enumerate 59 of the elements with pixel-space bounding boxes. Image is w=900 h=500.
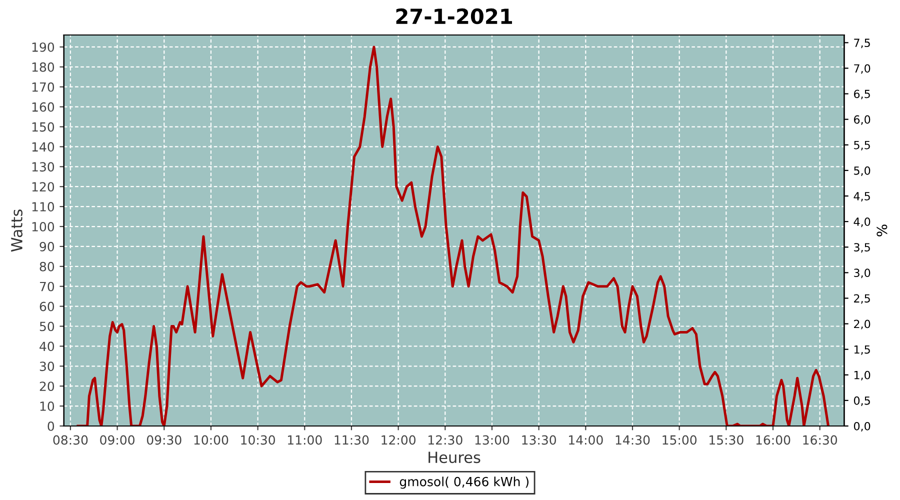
- y-tick-label: 140: [32, 142, 54, 152]
- x-tick-label: 09:00: [100, 435, 134, 445]
- y-tick-label: 30: [40, 362, 54, 372]
- y-tick-label: 110: [32, 202, 54, 212]
- x-tick-label: 08:30: [53, 435, 88, 445]
- y-tick-label: 130: [32, 162, 54, 172]
- y-tick-label: 160: [32, 102, 54, 112]
- y2-tick-label: 0,5: [854, 396, 870, 406]
- x-tick-label: 13:00: [475, 435, 510, 445]
- y2-tick-label: 6,5: [854, 90, 870, 100]
- y2-tick-label: 6,0: [854, 115, 870, 125]
- y-tick-label: 50: [40, 322, 54, 332]
- y-tick-label: 20: [40, 382, 54, 392]
- x-tick-label: 11:30: [334, 435, 369, 445]
- x-tick-label: 10:00: [194, 435, 228, 445]
- x-tick-label: 11:00: [288, 435, 322, 445]
- y-tick-label: 10: [40, 402, 54, 411]
- x-tick-label: 09:30: [146, 435, 182, 445]
- y-tick-label: 70: [40, 282, 54, 292]
- x-tick-label: 16:00: [756, 435, 790, 445]
- x-tick-label: 13:30: [522, 435, 556, 445]
- y2-tick-label: 2,5: [854, 294, 870, 304]
- y2-tick-label: 3,5: [854, 243, 870, 253]
- y-tick-label: 190: [32, 42, 54, 52]
- chart-title: 27-1-2021: [396, 8, 512, 24]
- y2-tick-label: 1,0: [854, 370, 870, 380]
- line-series: [76, 46, 830, 426]
- y2-tick-label: 4,0: [854, 218, 870, 228]
- y2-tick-label: 0,0: [854, 422, 870, 432]
- y-tick-label: 60: [40, 302, 54, 312]
- x-tick-label: 14:00: [569, 435, 603, 445]
- y2-tick-label: 2,0: [854, 320, 870, 330]
- x-tick-label: 10:30: [241, 435, 275, 445]
- x-axis-title: Heures: [428, 452, 480, 464]
- y-tick-label: 120: [32, 182, 54, 192]
- y2-tick-label: 7,5: [854, 38, 870, 48]
- y2-tick-label: 3,0: [854, 268, 870, 278]
- y-tick-label: 100: [32, 222, 54, 232]
- y2-tick-label: 7,0: [854, 64, 870, 74]
- x-tick-label: 14:30: [616, 435, 650, 445]
- x-tick-label: 15:30: [710, 435, 744, 445]
- y-tick-label: 80: [40, 262, 54, 272]
- x-tick-label: 12:30: [428, 435, 462, 445]
- x-tick-label: 15:00: [662, 435, 697, 445]
- y-tick-label: 170: [32, 82, 54, 92]
- y-axis-title: Watts: [11, 210, 22, 252]
- y2-tick-label: 5,5: [854, 141, 870, 150]
- y2-tick-label: 5,0: [854, 166, 870, 176]
- y2-axis-title: %: [876, 224, 888, 236]
- y2-tick-label: 4,5: [854, 192, 870, 202]
- x-tick-label: 12:00: [382, 435, 416, 445]
- y-tick-label: 150: [32, 122, 54, 132]
- x-tick-label: 16:30: [803, 435, 838, 445]
- y2-tick-label: 1,5: [854, 345, 870, 355]
- y-tick-label: 40: [40, 342, 54, 352]
- legend-label: gmosol( 0,466 kWh ): [400, 476, 528, 489]
- y-tick-label: 0: [48, 421, 54, 431]
- y-tick-label: 90: [40, 242, 54, 252]
- y-tick-label: 180: [32, 62, 54, 72]
